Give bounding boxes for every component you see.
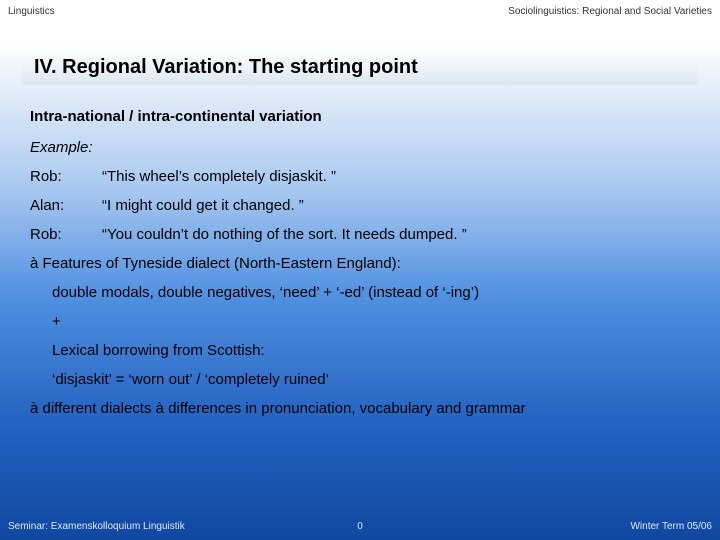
example-label: Example:	[30, 139, 690, 156]
features-heading: à Features of Tyneside dialect (North-Ea…	[30, 255, 690, 272]
header-left: Linguistics	[8, 6, 55, 17]
speaker: Rob:	[30, 226, 102, 243]
dialogue-line: “You couldn’t do nothing of the sort. It…	[102, 226, 690, 243]
footer-left: Seminar: Examenskolloquium Linguistik	[8, 521, 185, 532]
dialogue-line: “This wheel’s completely disjaskit. ”	[102, 168, 690, 185]
dialogue-line: “I might could get it changed. ”	[102, 197, 690, 214]
dialogue-row: Alan: “I might could get it changed. ”	[30, 197, 690, 214]
footer-right: Winter Term 05/06	[630, 521, 712, 532]
dialogue-row: Rob: “You couldn’t do nothing of the sor…	[30, 226, 690, 243]
speaker: Alan:	[30, 197, 102, 214]
subtitle: Intra-national / intra-continental varia…	[30, 108, 690, 125]
conclusion: à different dialects à differences in pr…	[30, 400, 690, 417]
footer-center: 0	[357, 521, 363, 532]
dialogue-row: Rob: “This wheel’s completely disjaskit.…	[30, 168, 690, 185]
plus: +	[52, 313, 690, 330]
slide-content: Intra-national / intra-continental varia…	[30, 108, 690, 429]
lexical-detail: ‘disjaskit’ = ‘worn out’ / ‘completely r…	[52, 371, 690, 388]
header-right: Sociolinguistics: Regional and Social Va…	[508, 6, 712, 17]
features-detail: double modals, double negatives, ‘need’ …	[52, 284, 690, 301]
speaker: Rob:	[30, 168, 102, 185]
slide-title: IV. Regional Variation: The starting poi…	[22, 50, 698, 85]
lexical-heading: Lexical borrowing from Scottish:	[52, 342, 690, 359]
